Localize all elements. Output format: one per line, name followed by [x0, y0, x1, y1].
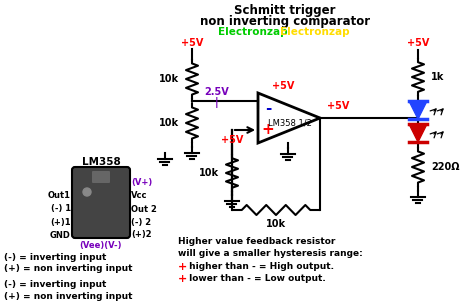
Text: GND: GND [50, 230, 71, 240]
Text: (-) = inverting input: (-) = inverting input [4, 253, 106, 262]
Text: |: | [215, 96, 219, 107]
Text: Electronzap: Electronzap [218, 27, 288, 37]
Text: +5V: +5V [327, 101, 349, 111]
Text: Out 2: Out 2 [131, 205, 157, 213]
Circle shape [83, 188, 91, 196]
Text: +5V: +5V [181, 38, 203, 48]
Text: (V+): (V+) [131, 179, 152, 188]
Text: +5V: +5V [272, 81, 294, 91]
Text: (+)2: (+)2 [131, 230, 152, 240]
Text: will give a smaller hysteresis range:: will give a smaller hysteresis range: [178, 249, 363, 258]
Text: (+) = non inverting input: (+) = non inverting input [4, 292, 133, 301]
Text: (-) 1: (-) 1 [51, 205, 71, 213]
Text: LM358: LM358 [82, 157, 120, 167]
Text: Higher value feedback resistor: Higher value feedback resistor [178, 237, 336, 246]
Text: lower than - = Low output.: lower than - = Low output. [186, 274, 326, 283]
Text: higher than - = High output.: higher than - = High output. [186, 262, 334, 271]
Text: 10k: 10k [266, 219, 286, 229]
Text: +5V: +5V [407, 38, 429, 48]
Text: (-) = inverting input: (-) = inverting input [4, 280, 106, 289]
FancyBboxPatch shape [72, 167, 130, 238]
Text: 1k: 1k [431, 72, 444, 82]
Text: Out1: Out1 [48, 192, 71, 201]
Text: 10k: 10k [159, 74, 179, 84]
Text: +: + [178, 262, 187, 272]
Text: Schmitt trigger: Schmitt trigger [234, 4, 336, 17]
Text: LM358 1/2: LM358 1/2 [268, 119, 312, 128]
Text: Electronzap: Electronzap [280, 27, 350, 37]
Text: (+)1: (+)1 [50, 217, 71, 226]
Text: -: - [265, 100, 271, 116]
Text: +: + [178, 274, 187, 284]
Text: Vcc: Vcc [131, 192, 147, 201]
Text: +5V: +5V [221, 135, 243, 145]
Text: 10k: 10k [159, 118, 179, 128]
Polygon shape [409, 101, 427, 119]
FancyBboxPatch shape [92, 171, 110, 183]
Text: 10k: 10k [199, 168, 219, 178]
Text: (+) = non inverting input: (+) = non inverting input [4, 264, 133, 273]
Text: 220Ω: 220Ω [431, 162, 459, 172]
Text: non inverting comparator: non inverting comparator [200, 15, 370, 28]
Text: (Vee)(V-): (Vee)(V-) [80, 241, 122, 250]
Text: +: + [262, 123, 274, 137]
Text: 2.5V: 2.5V [205, 87, 229, 97]
Text: (-) 2: (-) 2 [131, 217, 151, 226]
Polygon shape [409, 124, 427, 142]
